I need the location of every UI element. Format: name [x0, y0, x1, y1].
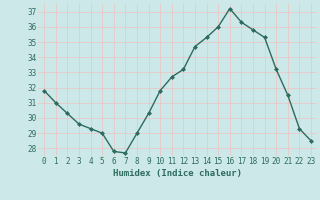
- X-axis label: Humidex (Indice chaleur): Humidex (Indice chaleur): [113, 169, 242, 178]
